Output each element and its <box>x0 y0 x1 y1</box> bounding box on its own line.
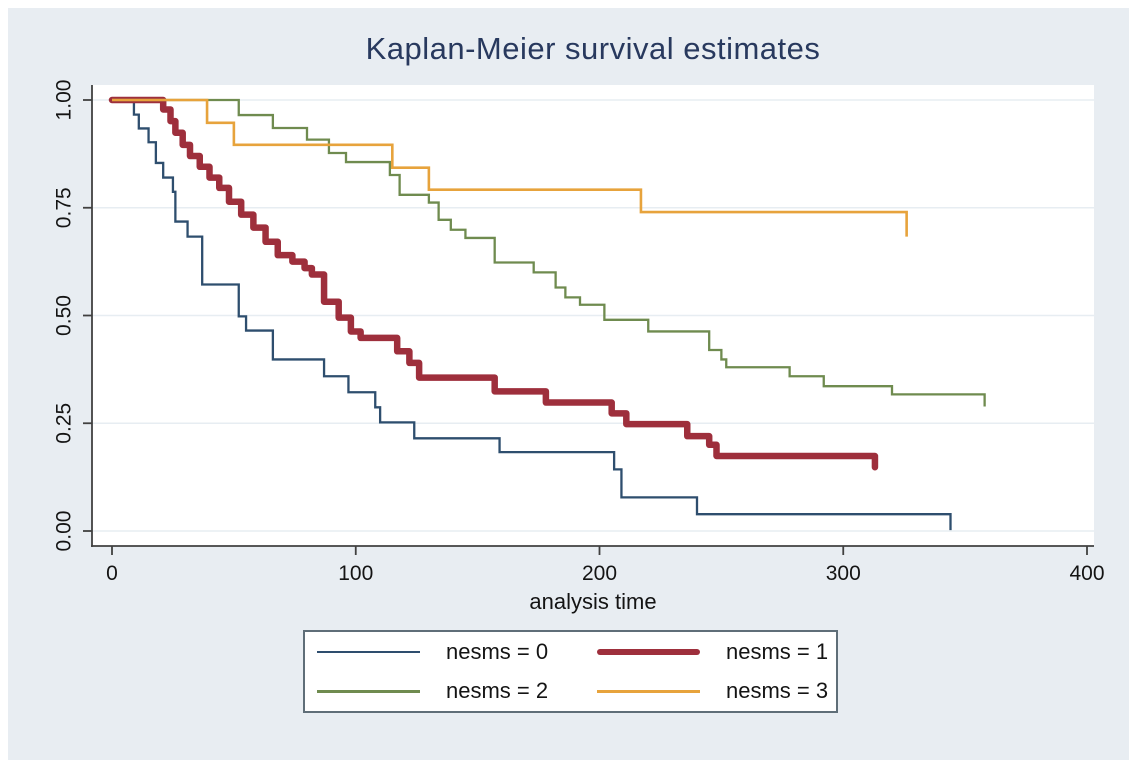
x-tick-label: 200 <box>582 562 617 585</box>
x-tick-label: 0 <box>106 562 118 585</box>
km-curve-nesms=0 <box>112 98 952 531</box>
legend-label: nesms = 3 <box>726 678 829 704</box>
legend-entry-nesms-2: nesms = 2 <box>317 678 597 704</box>
x-tick-label: 400 <box>1069 562 1104 585</box>
y-tick-label: 0.25 <box>53 403 76 444</box>
legend-entry-nesms-3: nesms = 3 <box>597 678 836 704</box>
legend-box: nesms = 0 nesms = 1 nesms = 2 nesms = 3 <box>303 630 838 713</box>
km-curve-nesms=1 <box>108 96 879 471</box>
legend-line-swatch-nesms-3 <box>597 690 700 693</box>
legend-label: nesms = 1 <box>726 638 829 664</box>
x-axis-title: analysis time <box>529 589 657 614</box>
legend-label: nesms = 0 <box>446 638 549 664</box>
legend-entry-nesms-1: nesms = 1 <box>597 639 836 665</box>
chart-title: Kaplan-Meier survival estimates <box>365 31 821 66</box>
x-tick-label: 300 <box>826 562 861 585</box>
legend-line-swatch-nesms-1 <box>597 648 700 655</box>
km-curve-nesms=2 <box>112 98 986 407</box>
y-tick-label: 1.00 <box>53 80 76 121</box>
y-tick-label: 0.50 <box>53 295 76 336</box>
y-tick-label: 0.00 <box>53 511 76 552</box>
legend-line-swatch-nesms-0 <box>317 650 420 653</box>
x-tick-label: 100 <box>338 562 373 585</box>
legend-line-swatch-nesms-2 <box>317 690 420 693</box>
km-curve-nesms=3 <box>112 98 908 237</box>
y-tick-label: 0.75 <box>53 187 76 228</box>
legend-label: nesms = 2 <box>446 678 549 704</box>
legend-entry-nesms-0: nesms = 0 <box>317 639 597 665</box>
